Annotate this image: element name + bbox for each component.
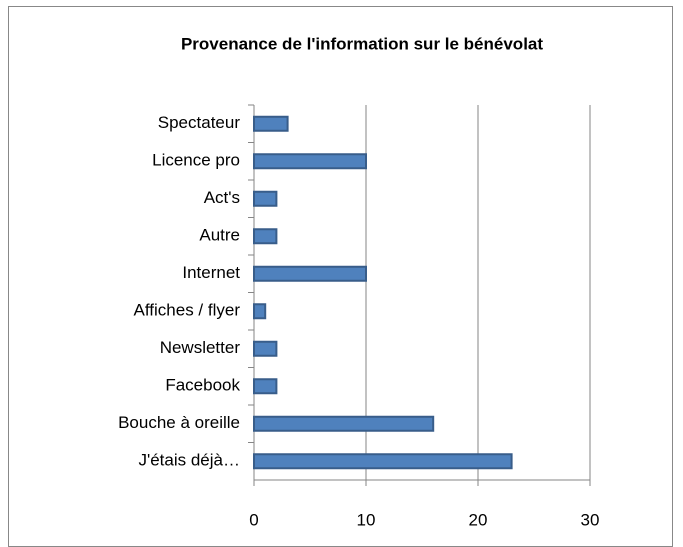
y-tick-label: Affiches / flyer: [134, 301, 241, 320]
bar: [253, 415, 435, 432]
x-tick-label: 20: [469, 510, 488, 529]
bar: [253, 153, 367, 170]
bar: [253, 378, 278, 395]
bar: [253, 190, 278, 207]
y-tick-label: Bouche à oreille: [118, 413, 240, 432]
y-tick-label: Licence pro: [152, 151, 240, 170]
bar: [253, 228, 278, 245]
chart-title: Provenance de l'information sur le bénév…: [181, 34, 543, 53]
bar: [253, 303, 267, 320]
y-tick-label: Spectateur: [158, 113, 241, 132]
y-tick-label: Newsletter: [160, 338, 241, 357]
x-tick-label: 10: [357, 510, 376, 529]
y-tick-label: J'étais déjà…: [138, 451, 240, 470]
x-tick-label: 30: [581, 510, 600, 529]
y-tick-label: Autre: [199, 226, 240, 245]
bar: [253, 265, 367, 282]
bar: [253, 340, 278, 357]
bar: [253, 453, 513, 470]
y-tick-label: Act's: [204, 188, 240, 207]
bar: [253, 115, 289, 132]
x-tick-label: 0: [249, 510, 258, 529]
y-tick-label: Facebook: [165, 376, 240, 395]
y-tick-label: Internet: [182, 263, 240, 282]
